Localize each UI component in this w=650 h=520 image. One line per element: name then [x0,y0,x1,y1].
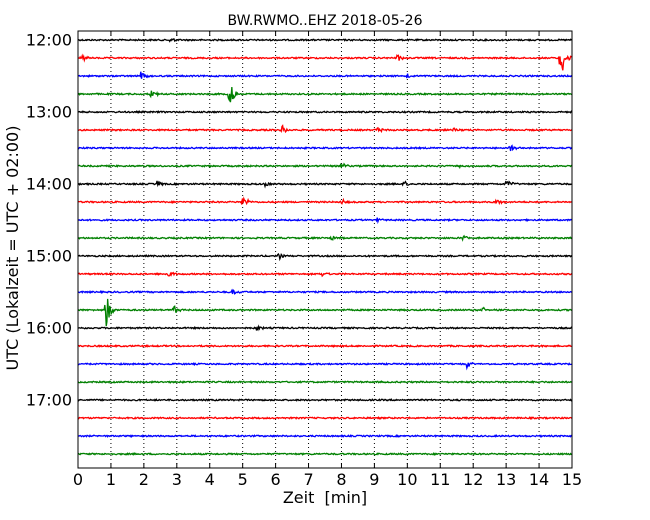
y-axis-ticks: 12:00 13:00 14:00 15:00 16:00 17:00 [26,31,572,410]
x-tick-label: 8 [336,470,346,489]
trace-1400 [78,180,573,189]
x-tick-label: 5 [238,470,248,489]
trace-1230 [77,71,573,79]
trace-1530 [77,288,573,295]
y-tick-label: 13:00 [26,103,72,122]
trace-1615 [77,344,573,348]
x-tick-label: 14 [529,470,549,489]
trace-1745 [77,452,573,456]
trace-1730 [77,434,573,439]
trace-1645 [77,380,573,384]
x-tick-label: 6 [271,470,281,489]
x-tick-label: 1 [106,470,116,489]
trace-1245 [77,87,573,103]
trace-1715 [77,416,573,420]
trace-1200 [77,37,573,43]
y-tick-label: 15:00 [26,247,72,266]
trace-1630 [77,361,573,371]
trace-1430 [77,217,573,225]
x-tick-label: 15 [562,470,582,489]
x-tick-label: 11 [430,470,450,489]
y-tick-label: 14:00 [26,175,72,194]
trace-1315 [77,124,573,134]
y-tick-label: 12:00 [26,31,72,50]
x-axis-label: Zeit [min] [283,488,367,507]
trace-1345 [77,162,573,170]
trace-1700 [77,398,573,402]
grid-lines [110,31,540,468]
x-tick-label: 2 [139,470,149,489]
y-axis-label: UTC (Lokalzeit = UTC + 02:00) [3,126,22,371]
trace-1500 [77,253,573,262]
trace-1215 [77,53,573,71]
trace-1330 [77,144,573,152]
x-tick-label: 13 [496,470,516,489]
x-tick-label: 0 [73,470,83,489]
trace-1600 [77,324,573,332]
x-tick-label: 10 [397,470,417,489]
x-tick-label: 9 [369,470,379,489]
seismic-traces [77,37,573,456]
trace-1445 [77,234,573,242]
trace-1415 [77,196,573,206]
plot-frame [77,30,573,469]
x-axis-ticks: 0 1 2 3 4 5 6 7 8 9 10 11 12 13 14 15 [73,31,582,489]
chart-title: BW.RWMO..EHZ 2018-05-26 [227,13,422,29]
y-tick-label: 16:00 [26,319,72,338]
trace-1515 [77,271,573,278]
x-tick-label: 3 [172,470,182,489]
x-tick-label: 4 [205,470,215,489]
x-tick-label: 7 [303,470,313,489]
y-tick-label: 17:00 [26,391,72,410]
x-tick-label: 12 [463,470,483,489]
trace-1300 [77,110,573,114]
trace-1545 [77,298,573,327]
